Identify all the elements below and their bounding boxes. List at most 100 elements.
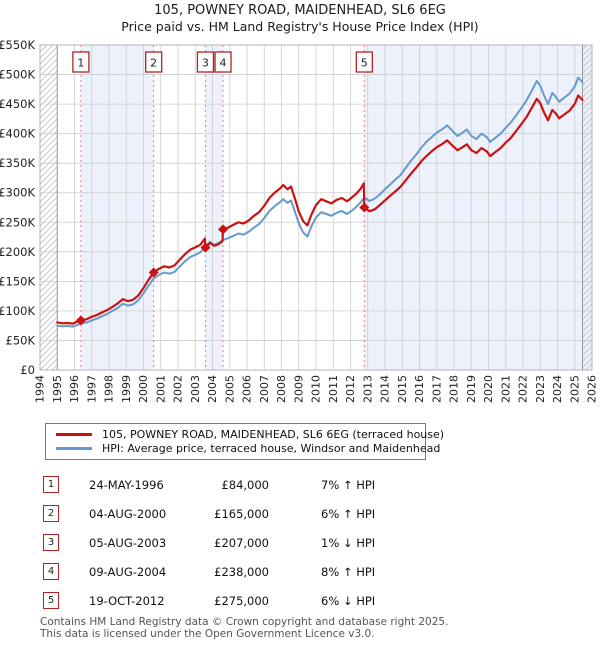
y-tick-label: £450K xyxy=(0,97,35,111)
x-tick-label: 1999 xyxy=(120,375,133,403)
sale-marker-diamond xyxy=(218,224,229,235)
x-tick-label: 2012 xyxy=(344,375,357,403)
x-tick-label: 2022 xyxy=(517,375,530,403)
ownership-bands xyxy=(80,45,592,370)
transaction-hpi-change: 6% ↓ HPI xyxy=(321,593,376,608)
table-row: 1 24-MAY-1996 £84,000 7% ↑ HPI xyxy=(43,470,463,499)
sale-marker-diamond xyxy=(359,202,370,213)
x-tick-label: 1995 xyxy=(51,375,64,403)
transaction-number-badge: 1 xyxy=(43,476,59,493)
legend-item-hpi: HPI: Average price, terraced house, Wind… xyxy=(56,442,440,457)
legend-label: HPI: Average price, terraced house, Wind… xyxy=(102,442,441,456)
chart-legend: 105, POWNEY ROAD, MAIDENHEAD, SL6 6EG (t… xyxy=(45,423,444,460)
x-tick-label: 2005 xyxy=(223,375,236,403)
transaction-number-badge: 3 xyxy=(43,534,59,551)
marker-number: 5 xyxy=(361,57,368,70)
x-tick-label: 2019 xyxy=(465,375,478,403)
footer-line: Contains HM Land Registry data © Crown c… xyxy=(40,616,449,628)
x-tick-label: 1998 xyxy=(103,375,116,403)
transaction-hpi-change: 6% ↑ HPI xyxy=(321,506,376,521)
y-tick-label: £550K xyxy=(0,38,35,52)
transaction-date: 05-AUG-2003 xyxy=(89,535,167,550)
hatch-region xyxy=(582,45,592,370)
marker-number-box xyxy=(196,51,215,73)
y-tick-label: £400K xyxy=(0,127,35,141)
x-tick-label: 2016 xyxy=(413,375,426,403)
transaction-date: 09-AUG-2004 xyxy=(89,564,167,579)
x-tick-label: 2024 xyxy=(551,375,564,403)
y-axis-labels: £0 £50K £100K £150K £200K £250K £300K £350K £400… xyxy=(0,38,35,377)
transaction-number-badge: 5 xyxy=(43,592,59,609)
marker-number-box xyxy=(72,51,90,73)
x-tick-label: 2011 xyxy=(327,375,340,403)
ownership-band xyxy=(205,45,224,370)
x-tick-label: 2020 xyxy=(482,375,495,403)
transaction-date: 04-AUG-2000 xyxy=(89,506,167,521)
footer-line: This data is licensed under the Open Gov… xyxy=(40,627,375,640)
transaction-hpi-change: 1% ↓ HPI xyxy=(321,535,376,550)
x-tick-label: 1997 xyxy=(85,375,98,403)
table-row: 4 09-AUG-2004 £238,000 8% ↑ HPI xyxy=(43,557,463,586)
marker-number: 4 xyxy=(220,57,227,70)
x-tick-label: 2010 xyxy=(310,375,323,403)
x-tick-label: 2025 xyxy=(568,375,581,403)
hpi-line xyxy=(56,76,584,328)
transaction-hpi-change: 8% ↑ HPI xyxy=(321,564,376,579)
transaction-hpi-change: 7% ↑ HPI xyxy=(321,477,376,492)
y-tick-label: £150K xyxy=(0,274,35,288)
x-tick-label: 2009 xyxy=(292,375,305,403)
hatch-region xyxy=(40,45,58,370)
x-tick-label: 2000 xyxy=(137,375,150,403)
price-chart: 1 2 3 4 5 £0 £50K £100K £150K £200K £250K £300K £350… xyxy=(0,38,599,403)
y-tick-label: £0 xyxy=(20,363,35,377)
x-tick-label: 2018 xyxy=(448,375,461,403)
x-tick-label: 2007 xyxy=(258,375,271,403)
legend-item-property: 105, POWNEY ROAD, MAIDENHEAD, SL6 6EG (t… xyxy=(56,427,444,442)
property-line-swatch xyxy=(56,432,92,436)
y-tick-label: £50K xyxy=(6,333,36,347)
x-tick-label: 2004 xyxy=(206,375,219,403)
x-tick-label: 2021 xyxy=(499,375,512,403)
x-tick-label: 2026 xyxy=(586,375,599,403)
x-axis-labels: 1994 1995 1996 1997 1998 1999 2000 2001 2002 2003… xyxy=(34,375,599,403)
property-price-line xyxy=(56,94,584,325)
transaction-number-badge: 4 xyxy=(43,563,59,580)
x-tick-label: 2003 xyxy=(189,375,202,403)
x-tick-label: 1994 xyxy=(34,375,47,403)
no-data-hatch xyxy=(40,45,592,370)
transaction-price: £275,000 xyxy=(214,593,269,608)
y-tick-label: £250K xyxy=(0,215,35,229)
table-row: 5 19-OCT-2012 £275,000 6% ↓ HPI xyxy=(43,586,463,615)
x-tick-label: 2017 xyxy=(430,375,443,403)
x-tick-label: 2006 xyxy=(241,375,254,403)
sale-marker-diamond xyxy=(148,267,159,278)
sale-marker-diamond xyxy=(200,242,211,253)
x-tick-label: 2015 xyxy=(396,375,409,403)
x-tick-label: 2014 xyxy=(379,375,392,403)
page-subtitle: Price paid vs. HM Land Registry's House … xyxy=(121,19,479,34)
marker-number-box xyxy=(214,51,232,73)
y-tick-label: £200K xyxy=(0,245,35,259)
sale-markers xyxy=(75,202,370,326)
transaction-number-badge: 2 xyxy=(43,505,59,522)
gridlines xyxy=(39,44,593,371)
x-tick-label: 2008 xyxy=(275,375,288,403)
legend-label: 105, POWNEY ROAD, MAIDENHEAD, SL6 6EG (t… xyxy=(102,427,445,441)
transaction-price: £207,000 xyxy=(214,535,269,550)
transaction-price: £238,000 xyxy=(214,564,269,579)
x-tick-label: 2002 xyxy=(172,375,185,403)
sale-marker-diamond xyxy=(75,315,86,326)
license-footer: Contains HM Land Registry data © Crown c… xyxy=(40,616,449,640)
y-tick-label: £500K xyxy=(0,68,35,82)
x-tick-label: 2001 xyxy=(154,375,167,403)
y-tick-label: £300K xyxy=(0,186,35,200)
table-row: 3 05-AUG-2003 £207,000 1% ↓ HPI xyxy=(43,528,463,557)
x-tick-label: 1996 xyxy=(68,375,81,403)
marker-number-box xyxy=(145,51,163,73)
table-row: 2 04-AUG-2000 £165,000 6% ↑ HPI xyxy=(43,499,463,528)
marker-number: 2 xyxy=(150,57,157,70)
marker-number-box xyxy=(355,51,373,73)
page-title: 105, POWNEY ROAD, MAIDENHEAD, SL6 6EG xyxy=(154,3,446,18)
y-tick-label: £350K xyxy=(0,156,35,170)
